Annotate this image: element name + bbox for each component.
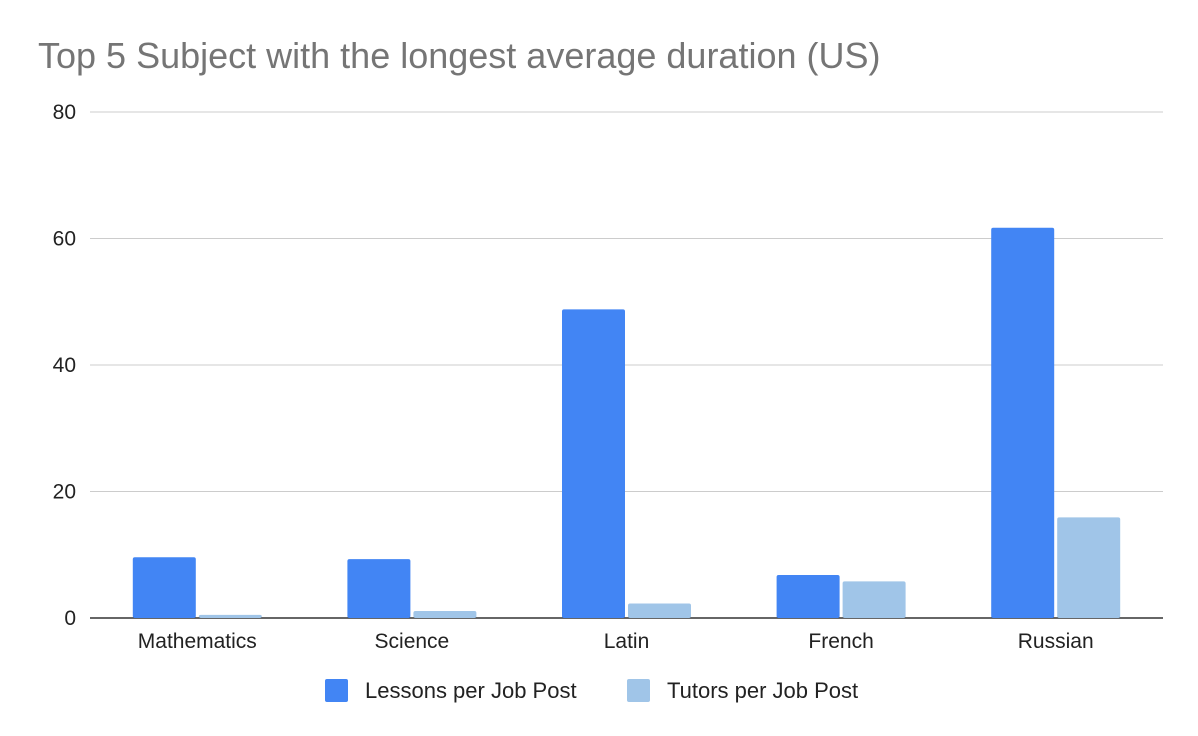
bar-mathematics-lessons xyxy=(132,557,196,618)
y-axis-ticks: 0 20 40 60 80 xyxy=(53,101,76,630)
legend-label: Tutors per Job Post xyxy=(667,678,858,703)
legend: Lessons per Job Post Tutors per Job Post xyxy=(325,678,858,703)
bar-russian-lessons xyxy=(991,227,1055,618)
legend-label: Lessons per Job Post xyxy=(365,678,577,703)
y-tick-label: 80 xyxy=(53,101,76,124)
x-tick-label: Latin xyxy=(604,630,650,653)
y-tick-label: 60 xyxy=(53,228,76,251)
bar-mathematics-tutors xyxy=(198,614,262,618)
bar-science-lessons xyxy=(347,559,411,618)
y-tick-label: 40 xyxy=(53,354,76,377)
bar-french-lessons xyxy=(776,574,840,618)
chart-title: Top 5 Subject with the longest average d… xyxy=(38,35,880,76)
legend-swatch xyxy=(627,679,650,702)
x-axis-ticks: Mathematics Science Latin French Russian xyxy=(138,630,1094,653)
bar-latin-lessons xyxy=(562,309,625,618)
y-tick-label: 20 xyxy=(53,481,76,504)
bar-french-tutors xyxy=(842,581,906,618)
y-tick-label: 0 xyxy=(64,607,76,630)
gridlines xyxy=(90,111,1163,619)
x-tick-label: Science xyxy=(375,630,450,653)
x-tick-label: Russian xyxy=(1018,630,1094,653)
bars xyxy=(132,227,1121,618)
x-tick-label: French xyxy=(808,630,873,653)
bar-science-tutors xyxy=(413,611,477,618)
bar-russian-tutors xyxy=(1057,517,1121,618)
bar-latin-tutors xyxy=(628,603,691,618)
legend-swatch xyxy=(325,679,348,702)
x-tick-label: Mathematics xyxy=(138,630,257,653)
